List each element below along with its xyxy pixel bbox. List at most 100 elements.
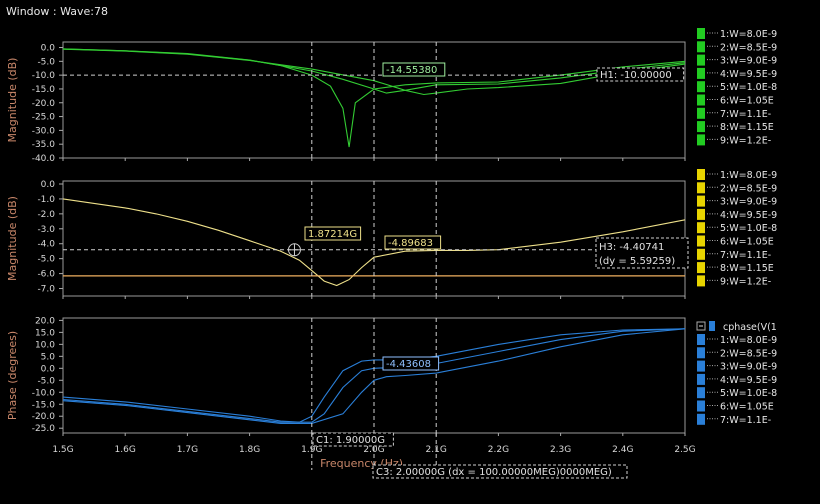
legend-swatch[interactable] [697, 334, 705, 345]
legend-item[interactable]: 4:W=9.5E-9 [720, 375, 777, 386]
marker-label-1: -14.55380 [386, 65, 437, 76]
legend-item[interactable]: 2:W=8.5E-9 [720, 42, 777, 53]
legend-swatch[interactable] [697, 28, 705, 39]
legend-item[interactable]: 8:W=1.15E [720, 263, 774, 274]
x-tick-label: 1.8G [239, 445, 260, 455]
legend-item[interactable]: 1:W=8.0E-9 [720, 29, 777, 40]
x-tick-label: 1.5G [52, 445, 73, 455]
h1-label-box [596, 67, 685, 82]
legend-swatch[interactable] [697, 81, 705, 93]
legend-item[interactable]: 3:W=9.0E-9 [720, 362, 777, 373]
legend-item[interactable]: 9:W=1.2E- [720, 276, 771, 287]
y-axis-label-phase: Phase (degrees) [6, 331, 19, 420]
legend-swatch[interactable] [697, 121, 705, 133]
legend-item[interactable]: 4:W=9.5E-9 [720, 69, 777, 80]
legend-swatch[interactable] [697, 169, 705, 180]
y-tick-label: -20.0 [32, 412, 56, 422]
legend-swatch[interactable] [697, 347, 705, 359]
marker-label-3-box [382, 356, 440, 371]
legend-swatch[interactable] [697, 94, 705, 106]
legend-item[interactable]: 5:W=1.0E-8 [720, 82, 777, 93]
legend-item[interactable]: 6:W=1.05E [720, 402, 774, 413]
x-tick-label: 1.7G [177, 445, 198, 455]
y-tick-label: -20.0 [32, 99, 56, 109]
legend-swatch[interactable] [697, 235, 705, 247]
y-tick-label: -3.0 [37, 225, 55, 235]
legend-title: cphase(V(1 [723, 322, 777, 333]
c1-label: C1: 1.90000G [316, 435, 385, 446]
y-tick-label: -4.0 [37, 240, 55, 250]
legend-swatch[interactable] [697, 222, 705, 234]
y-tick-label: -10.0 [32, 388, 56, 398]
legend-swatch[interactable] [697, 67, 705, 79]
legend-item[interactable]: 8:W=1.15E [720, 122, 774, 133]
legend-item[interactable]: 3:W=9.0E-9 [720, 56, 777, 67]
y-tick-label: -2.0 [37, 210, 55, 220]
y-tick-label: -35.0 [32, 140, 56, 150]
legend-title-swatch [709, 321, 715, 331]
legend-item[interactable]: 9:W=1.2E- [720, 135, 771, 146]
marker-label-2a-box [304, 226, 362, 241]
y-tick-label: -15.0 [32, 400, 56, 410]
legend-item[interactable]: 7:W=1.1E- [720, 109, 771, 120]
legend-item[interactable]: 7:W=1.1E- [720, 415, 771, 426]
legend-item[interactable]: 2:W=8.5E-9 [720, 348, 777, 359]
legend-swatch[interactable] [697, 360, 705, 372]
y-tick-label: -15.0 [32, 85, 56, 95]
series-line-2-1 [62, 198, 686, 287]
y-tick-label: 0.0 [41, 44, 56, 54]
legend-swatch[interactable] [697, 134, 705, 146]
legend-swatch[interactable] [697, 400, 705, 412]
marker-label-2b-box [384, 235, 442, 250]
legend-item[interactable]: 3:W=9.0E-9 [720, 197, 777, 208]
series-line-3-3 [62, 328, 686, 424]
legend-item[interactable]: 1:W=8.0E-9 [720, 170, 777, 181]
x-tick-label: 2.3G [550, 445, 571, 455]
y-tick-label: -10.0 [32, 71, 56, 81]
y-tick-label: -5.0 [37, 255, 55, 265]
y-tick-label: 5.0 [41, 352, 56, 362]
x-tick-label: 2.2G [488, 445, 509, 455]
legend-item[interactable]: 5:W=1.0E-8 [720, 223, 777, 234]
x-tick-label: 2.5G [674, 445, 695, 455]
x-tick-label: 2.4G [612, 445, 633, 455]
legend-swatch[interactable] [697, 413, 705, 425]
y-tick-label: -40.0 [32, 154, 56, 164]
x-tick-label: 1.6G [115, 445, 136, 455]
y-tick-label: -30.0 [32, 126, 56, 136]
legend-toggle [696, 321, 706, 331]
y-axis-label-mag2: Magnitude (dB) [6, 196, 19, 281]
legend-swatch[interactable] [697, 208, 705, 220]
legend-item[interactable]: 4:W=9.5E-9 [720, 210, 777, 221]
y-tick-label: 0.0 [41, 180, 56, 190]
y-tick-label: -1.0 [37, 195, 55, 205]
legend-swatch[interactable] [697, 54, 705, 66]
c3-label-box [372, 464, 628, 479]
legend-item[interactable]: 5:W=1.0E-8 [720, 388, 777, 399]
legend-swatch[interactable] [697, 182, 705, 194]
legend-swatch[interactable] [697, 275, 705, 287]
legend-item[interactable]: 6:W=1.05E [720, 96, 774, 107]
legend-item[interactable]: 7:W=1.1E- [720, 250, 771, 261]
y-axis-label-mag1: Magnitude (dB) [6, 58, 19, 143]
legend-swatch[interactable] [697, 248, 705, 260]
legend-item[interactable]: 1:W=8.0E-9 [720, 335, 777, 346]
legend-swatch[interactable] [697, 195, 705, 207]
series-line-3-2 [62, 328, 686, 423]
y-tick-label: -5.0 [37, 57, 55, 67]
legend-swatch[interactable] [697, 262, 705, 274]
legend-item[interactable]: 2:W=8.5E-9 [720, 183, 777, 194]
y-tick-label: 10.0 [35, 340, 55, 350]
y-tick-label: -25.0 [32, 113, 56, 123]
legend-item[interactable]: 6:W=1.05E [720, 237, 774, 248]
marker-label-2b: -4.89683 [388, 238, 433, 249]
y-tick-label: -6.0 [37, 270, 55, 280]
marker-label-1-box [382, 62, 446, 77]
c3-label: C3: 2.00000G (dx = 100.00000MEG)0000MEG) [376, 467, 612, 478]
window-title: Window : Wave:78 [6, 5, 108, 18]
legend-swatch[interactable] [697, 107, 705, 119]
legend-swatch[interactable] [697, 387, 705, 399]
legend-swatch[interactable] [697, 41, 705, 53]
legend-swatch[interactable] [697, 373, 705, 385]
